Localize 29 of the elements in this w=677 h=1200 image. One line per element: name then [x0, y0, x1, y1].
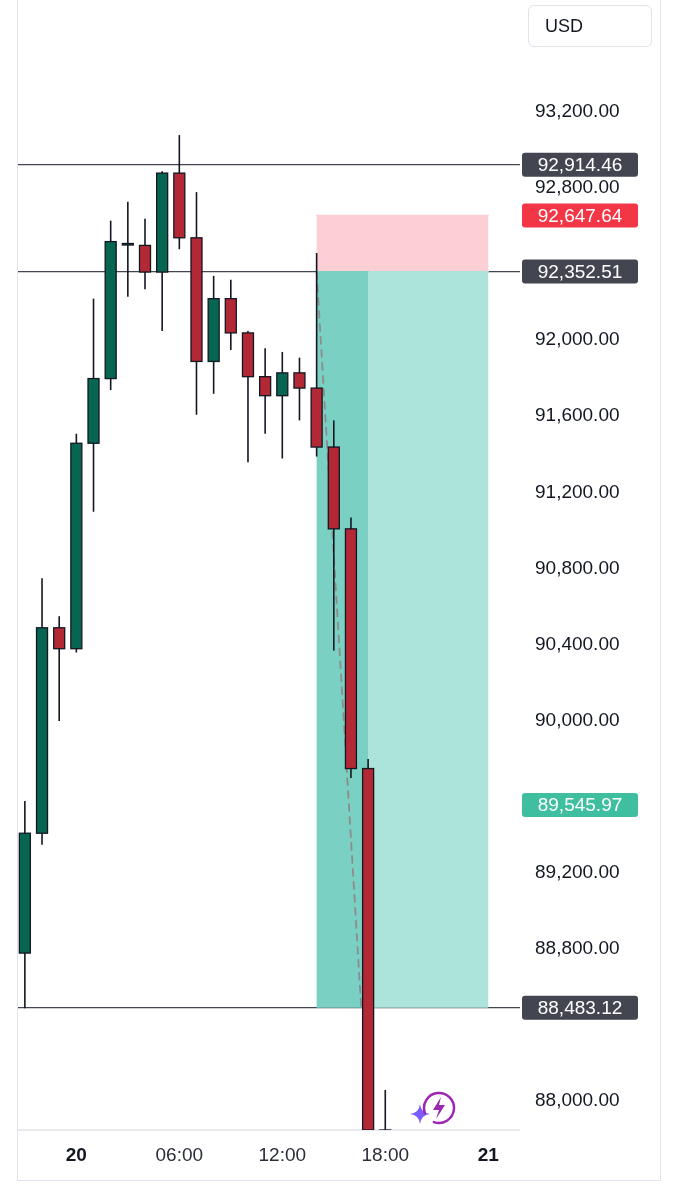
ref-line-label: 92,914.46: [537, 154, 623, 176]
candlestick: [53, 615, 66, 722]
y-tick-label: 91,600.00: [535, 404, 620, 426]
y-tick-label: 92,000.00: [535, 328, 620, 350]
currency-button: USD: [528, 5, 652, 47]
ref-line-label: 92,352.51: [537, 261, 623, 283]
y-axis-title: USD: [545, 15, 584, 37]
x-tick-label: 06:00: [155, 1144, 204, 1166]
candlestick: [379, 1089, 392, 1130]
candlestick: [121, 200, 134, 298]
y-tick-label: 88,000.00: [535, 1089, 620, 1111]
ref-line-label: 88,483.12: [537, 997, 623, 1019]
y-tick-label: 88,800.00: [535, 937, 620, 959]
y-tick-label: 92,800.00: [535, 176, 620, 198]
candlestick: [276, 351, 289, 460]
y-tick-label: 89,200.00: [535, 861, 620, 883]
x-tick-label: 12:00: [258, 1144, 307, 1166]
x-tick-label: 20: [65, 1144, 87, 1166]
x-tick-label: 21: [477, 1144, 500, 1166]
text: 89,545.97: [522, 793, 638, 817]
x-tick-label: 18:00: [361, 1144, 410, 1166]
annotation: 92,647.64: [537, 205, 623, 227]
candlestick: [258, 347, 272, 435]
y-tick-label: 90,400.00: [535, 632, 620, 654]
y-tick-label: 93,200.00: [535, 100, 620, 122]
y-tick-label: 90,800.00: [535, 556, 620, 578]
candlestick: [293, 356, 306, 422]
y-tick-label: 91,200.00: [535, 480, 620, 502]
y-tick-label: 90,000.00: [535, 708, 620, 730]
